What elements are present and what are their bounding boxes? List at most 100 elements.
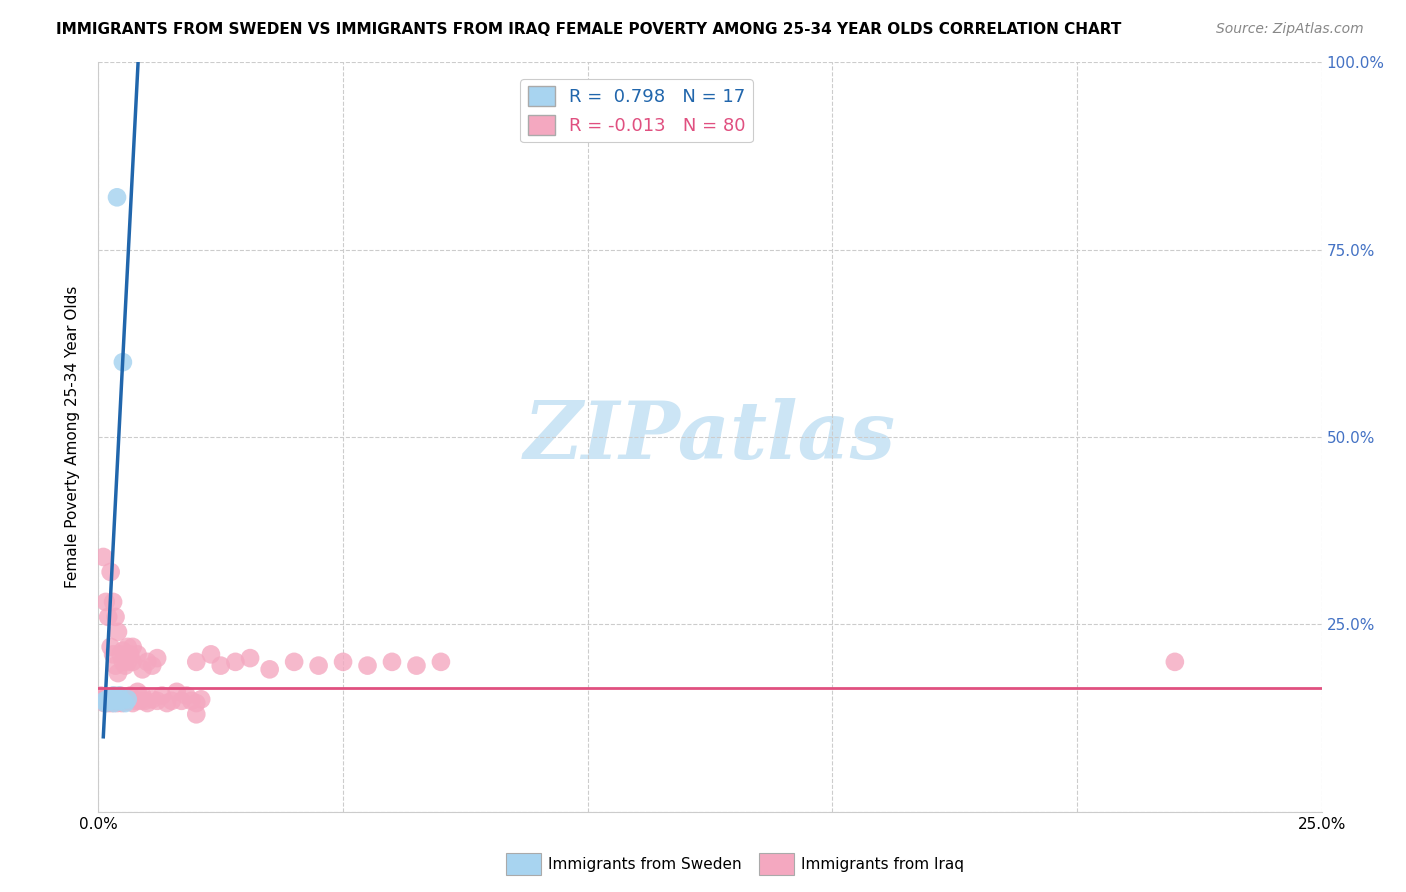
Point — [209, 658, 232, 673]
Point — [430, 655, 453, 669]
Point — [141, 658, 163, 673]
Text: Immigrants from Sweden: Immigrants from Sweden — [548, 856, 742, 871]
Point — [107, 694, 129, 708]
Bar — [759, 853, 794, 875]
Point — [308, 658, 330, 673]
Point — [332, 655, 354, 669]
Point — [97, 696, 120, 710]
Point — [93, 694, 115, 708]
Point — [121, 655, 143, 669]
Point — [141, 692, 163, 706]
Point — [101, 694, 124, 708]
Point — [150, 689, 173, 703]
Point — [101, 648, 124, 662]
Point — [283, 655, 305, 669]
Point — [105, 696, 128, 710]
Point — [239, 651, 262, 665]
Point — [156, 696, 179, 710]
Point — [111, 694, 134, 708]
Point — [121, 640, 143, 654]
Point — [110, 692, 132, 706]
Point — [117, 640, 139, 654]
Point — [111, 655, 134, 669]
Point — [104, 694, 127, 708]
Point — [94, 696, 117, 710]
Text: Immigrants from Iraq: Immigrants from Iraq — [801, 856, 965, 871]
Point — [1164, 655, 1187, 669]
Point — [100, 690, 122, 705]
Point — [134, 694, 156, 708]
Point — [93, 696, 115, 710]
Point — [105, 190, 128, 204]
Point — [101, 696, 124, 710]
Point — [120, 648, 142, 662]
Point — [100, 694, 122, 708]
Point — [117, 655, 139, 669]
Point — [104, 658, 127, 673]
Text: IMMIGRANTS FROM SWEDEN VS IMMIGRANTS FROM IRAQ FEMALE POVERTY AMONG 25-34 YEAR O: IMMIGRANTS FROM SWEDEN VS IMMIGRANTS FRO… — [56, 22, 1122, 37]
Point — [124, 694, 146, 708]
Point — [127, 648, 149, 662]
Point — [111, 643, 134, 657]
Point — [96, 694, 118, 708]
Point — [94, 595, 117, 609]
Point — [259, 662, 281, 676]
Y-axis label: Female Poverty Among 25-34 Year Olds: Female Poverty Among 25-34 Year Olds — [65, 286, 80, 588]
Point — [108, 689, 131, 703]
Point — [186, 707, 208, 722]
Point — [136, 696, 159, 710]
Point — [107, 666, 129, 681]
Point — [117, 692, 139, 706]
Point — [356, 658, 378, 673]
Point — [224, 655, 246, 669]
Point — [186, 655, 208, 669]
Point — [103, 689, 125, 703]
Point — [160, 694, 183, 708]
Text: Source: ZipAtlas.com: Source: ZipAtlas.com — [1216, 22, 1364, 37]
Point — [186, 696, 208, 710]
Point — [107, 692, 129, 706]
Point — [146, 694, 169, 708]
Point — [110, 648, 132, 662]
Point — [180, 694, 202, 708]
Point — [200, 648, 222, 662]
Point — [121, 696, 143, 710]
Point — [98, 692, 121, 706]
Point — [129, 694, 152, 708]
Point — [94, 690, 117, 705]
Legend: R =  0.798   N = 17, R = -0.013   N = 80: R = 0.798 N = 17, R = -0.013 N = 80 — [520, 79, 752, 142]
Point — [107, 624, 129, 639]
Point — [114, 658, 136, 673]
Point — [120, 689, 142, 703]
Point — [91, 692, 114, 706]
Point — [131, 662, 153, 676]
Text: ZIPatlas: ZIPatlas — [524, 399, 896, 475]
Point — [108, 694, 131, 708]
Point — [111, 696, 134, 710]
Point — [103, 696, 125, 710]
Point — [136, 655, 159, 669]
Point — [110, 689, 132, 703]
Point — [96, 692, 118, 706]
Bar — [506, 853, 541, 875]
Point — [101, 689, 124, 703]
Point — [90, 689, 112, 703]
Point — [100, 565, 122, 579]
Point — [111, 694, 134, 708]
Point — [104, 610, 127, 624]
Point — [101, 595, 124, 609]
Point — [190, 692, 212, 706]
Point — [91, 549, 114, 564]
Point — [131, 689, 153, 703]
Point — [98, 694, 121, 708]
Point — [101, 694, 124, 708]
Point — [114, 692, 136, 706]
Point — [97, 610, 120, 624]
Point — [127, 685, 149, 699]
Point — [176, 689, 198, 703]
Point — [100, 640, 122, 654]
Point — [166, 685, 188, 699]
Point — [146, 651, 169, 665]
Point — [170, 694, 193, 708]
Point — [111, 355, 134, 369]
